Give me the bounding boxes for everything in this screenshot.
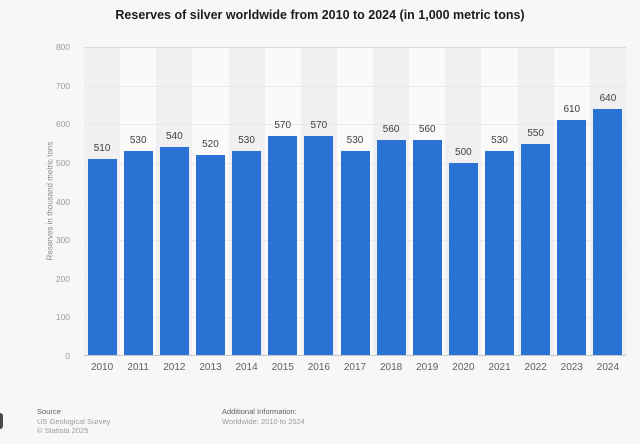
- x-axis-label-2024: 2024: [596, 362, 620, 373]
- bar-value-label-2023: 610: [563, 104, 581, 116]
- bar-2019[interactable]: [412, 139, 442, 356]
- y-axis-label-400: 400: [55, 196, 70, 207]
- y-axis-label-700: 700: [55, 80, 70, 91]
- bar-2020[interactable]: [448, 162, 478, 356]
- source-block: Source US Geological Survey © Statista 2…: [37, 407, 110, 436]
- bar-value-label-2011: 530: [129, 135, 147, 147]
- x-axis-label-2022: 2022: [524, 362, 547, 373]
- copyright-text: © Statista 2025: [37, 426, 89, 435]
- chart-title: Reserves of silver worldwide from 2010 t…: [115, 8, 525, 22]
- x-axis-label-2019: 2019: [416, 362, 439, 373]
- cropped-edge-element: [0, 413, 3, 429]
- x-axis-label-2015: 2015: [271, 362, 294, 373]
- additional-info-label: Additional Information:: [222, 407, 297, 416]
- gridline-600: [84, 124, 626, 126]
- x-axis-label-2021: 2021: [488, 362, 511, 373]
- y-axis-label-800: 800: [55, 42, 70, 52]
- bar-value-label-2022: 550: [527, 127, 544, 139]
- bar-2017[interactable]: [340, 151, 370, 356]
- bar-2011[interactable]: [123, 151, 153, 356]
- bar-2024[interactable]: [593, 108, 623, 356]
- bar-2022[interactable]: [521, 143, 551, 356]
- additional-info-block: Additional Information: Worldwide; 2010 …: [222, 407, 305, 426]
- bar-2018[interactable]: [376, 139, 406, 356]
- x-axis: 2010 2011 2012 2013 2014 2015 2016 2017 2018 2019…: [84, 362, 626, 376]
- bar-value-label-2013: 520: [202, 139, 219, 151]
- x-axis-label-2020: 2020: [452, 362, 475, 373]
- gridline-700: [84, 85, 626, 87]
- bar-2021[interactable]: [485, 151, 515, 356]
- bar-value-label-2017: 530: [346, 135, 364, 147]
- bar-2023[interactable]: [557, 120, 587, 356]
- y-axis-label-300: 300: [55, 235, 70, 246]
- bar-value-label-2021: 530: [491, 135, 508, 147]
- bar-2010[interactable]: [87, 159, 117, 356]
- bar-2015[interactable]: [268, 135, 298, 356]
- bar-value-label-2012: 540: [165, 131, 183, 143]
- x-axis-label-2013: 2013: [199, 362, 222, 373]
- bar-value-label-2016: 570: [310, 119, 328, 131]
- additional-info-text: Worldwide; 2010 to 2024: [222, 416, 305, 426]
- y-axis-label-500: 500: [55, 157, 70, 168]
- bar-2014[interactable]: [232, 151, 262, 356]
- bar-2012[interactable]: [159, 147, 189, 356]
- y-axis-label-100: 100: [55, 312, 70, 323]
- source-name: US Geological Survey: [37, 416, 111, 426]
- y-axis-label-0: 0: [65, 351, 70, 361]
- x-axis-label-2017: 2017: [343, 362, 367, 373]
- source-label: Source: [37, 407, 61, 416]
- x-axis-line: [84, 355, 626, 356]
- bar-value-label-2020: 500: [455, 146, 472, 158]
- x-axis-label-2011: 2011: [127, 362, 149, 373]
- bar-value-label-2015: 570: [274, 119, 292, 131]
- x-axis-label-2023: 2023: [560, 362, 583, 373]
- y-axis-label-200: 200: [55, 273, 70, 284]
- x-axis-label-2018: 2018: [380, 362, 403, 373]
- x-axis-label-2012: 2012: [163, 362, 186, 373]
- x-axis-label-2014: 2014: [235, 362, 258, 373]
- plot-area: 510 530 540 520 530 570 570 530 560 560 500 530 550 6…: [84, 47, 626, 356]
- bar-value-label-2010: 510: [93, 143, 111, 155]
- y-axis: 0 100 200 300 400 500 600 700 800: [0, 42, 70, 361]
- bar-2013[interactable]: [195, 155, 225, 356]
- bar-2016[interactable]: [304, 135, 334, 356]
- y-axis-label-600: 600: [55, 119, 70, 130]
- bar-value-label-2014: 530: [238, 135, 255, 147]
- bar-value-label-2019: 560: [418, 123, 436, 135]
- bar-value-label-2018: 560: [382, 123, 400, 135]
- bar-value-label-2024: 640: [599, 92, 617, 104]
- x-axis-label-2016: 2016: [307, 362, 330, 373]
- gridline-800: [84, 47, 626, 48]
- x-axis-label-2010: 2010: [90, 362, 114, 373]
